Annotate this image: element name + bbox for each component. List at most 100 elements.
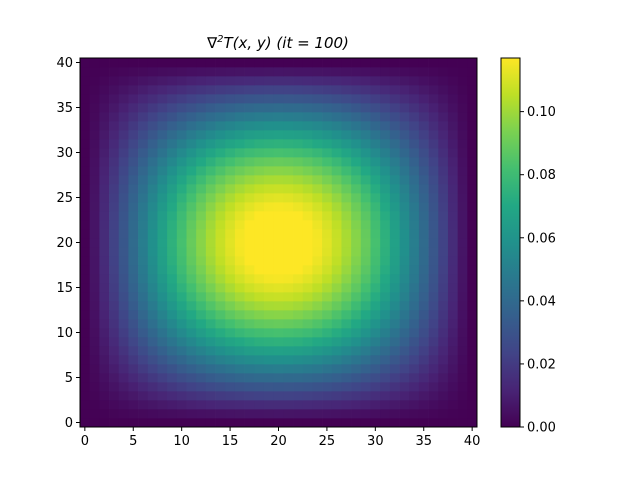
heatmap-cell [109, 184, 120, 194]
heatmap-cell [225, 166, 236, 176]
heatmap-cell [380, 373, 391, 383]
heatmap-cell [234, 328, 245, 338]
y-tick-label: 35 [56, 101, 73, 116]
heatmap-cell [157, 76, 168, 86]
heatmap-cell [322, 265, 333, 275]
heatmap-cell [370, 76, 381, 86]
heatmap-cell [186, 211, 197, 221]
heatmap-cell [234, 391, 245, 401]
heatmap-cell [109, 310, 120, 320]
heatmap-cell [438, 310, 449, 320]
heatmap-cell [234, 166, 245, 176]
heatmap-cell [196, 121, 207, 131]
heatmap-cell [360, 355, 371, 365]
heatmap-cell [447, 391, 458, 401]
heatmap-cell [118, 103, 129, 113]
heatmap-cell [312, 382, 323, 392]
heatmap-cell [254, 139, 265, 149]
heatmap-cell [380, 220, 391, 230]
x-tick-label: 20 [270, 434, 287, 449]
heatmap-cell [215, 310, 226, 320]
heatmap-cell [341, 85, 352, 95]
heatmap-cell [196, 193, 207, 203]
heatmap-cell [351, 382, 362, 392]
heatmap-cell [138, 220, 149, 230]
heatmap-cell [254, 337, 265, 347]
heatmap-cell [360, 283, 371, 293]
heatmap-cell [80, 418, 91, 428]
heatmap-cell [389, 175, 400, 185]
colorbar-gradient [501, 58, 520, 427]
heatmap-cell [331, 157, 342, 167]
heatmap-cell [467, 157, 478, 167]
heatmap-cell [234, 409, 245, 419]
heatmap-cell [89, 175, 100, 185]
heatmap-cell [293, 400, 304, 410]
heatmap-cell [128, 409, 139, 419]
heatmap-cell [331, 193, 342, 203]
heatmap-cell [118, 391, 129, 401]
heatmap-cell [215, 229, 226, 239]
heatmap-cell [360, 202, 371, 212]
heatmap-cell [380, 121, 391, 131]
heatmap-cell [351, 121, 362, 131]
heatmap-cell [215, 76, 226, 86]
heatmap-cell [109, 202, 120, 212]
heatmap-cell [89, 346, 100, 356]
heatmap-cell [389, 220, 400, 230]
heatmap-cell [467, 292, 478, 302]
heatmap-cell [467, 139, 478, 149]
heatmap-cell [409, 301, 420, 311]
heatmap-cell [138, 274, 149, 284]
heatmap-cell [467, 202, 478, 212]
heatmap-cell [157, 238, 168, 248]
heatmap-cell [293, 148, 304, 158]
heatmap-cell [196, 364, 207, 374]
heatmap-cell [322, 274, 333, 284]
heatmap-cell [302, 319, 313, 329]
heatmap-cell [467, 346, 478, 356]
heatmap-cell [254, 85, 265, 95]
heatmap-cell [409, 346, 420, 356]
heatmap-cell [167, 418, 178, 428]
heatmap-cell [399, 274, 410, 284]
heatmap-cell [438, 202, 449, 212]
heatmap-cell [128, 382, 139, 392]
heatmap-cell [167, 175, 178, 185]
heatmap-cell [89, 76, 100, 86]
heatmap-cell [80, 355, 91, 365]
heatmap-cell [457, 166, 468, 176]
heatmap-cell [418, 283, 429, 293]
heatmap-cell [186, 283, 197, 293]
heatmap-cell [283, 409, 294, 419]
heatmap-cell [312, 148, 323, 158]
heatmap-cell [254, 283, 265, 293]
heatmap-cell [89, 112, 100, 122]
heatmap-cell [302, 148, 313, 158]
heatmap-cell [109, 58, 120, 68]
heatmap-cell [244, 157, 255, 167]
heatmap-cell [234, 283, 245, 293]
heatmap-cell [331, 238, 342, 248]
heatmap-cell [186, 274, 197, 284]
heatmap-cell [205, 58, 216, 68]
heatmap-cell [293, 283, 304, 293]
heatmap-cell [399, 193, 410, 203]
heatmap-cell [428, 175, 439, 185]
heatmap-cell [263, 391, 275, 401]
heatmap-cell [283, 400, 294, 410]
heatmap-cell [99, 166, 110, 176]
heatmap-cell [341, 418, 352, 428]
heatmap-cell [254, 193, 265, 203]
heatmap-cell [467, 58, 478, 68]
heatmap-cell [341, 274, 352, 284]
heatmap-cell [341, 175, 352, 185]
heatmap-cell [109, 328, 120, 338]
heatmap-cell [225, 301, 236, 311]
heatmap-cell [186, 148, 197, 158]
heatmap-cell [302, 103, 313, 113]
heatmap-cell [80, 292, 91, 302]
heatmap-cell [215, 85, 226, 95]
heatmap-cell [380, 292, 391, 302]
heatmap-cell [147, 175, 158, 185]
